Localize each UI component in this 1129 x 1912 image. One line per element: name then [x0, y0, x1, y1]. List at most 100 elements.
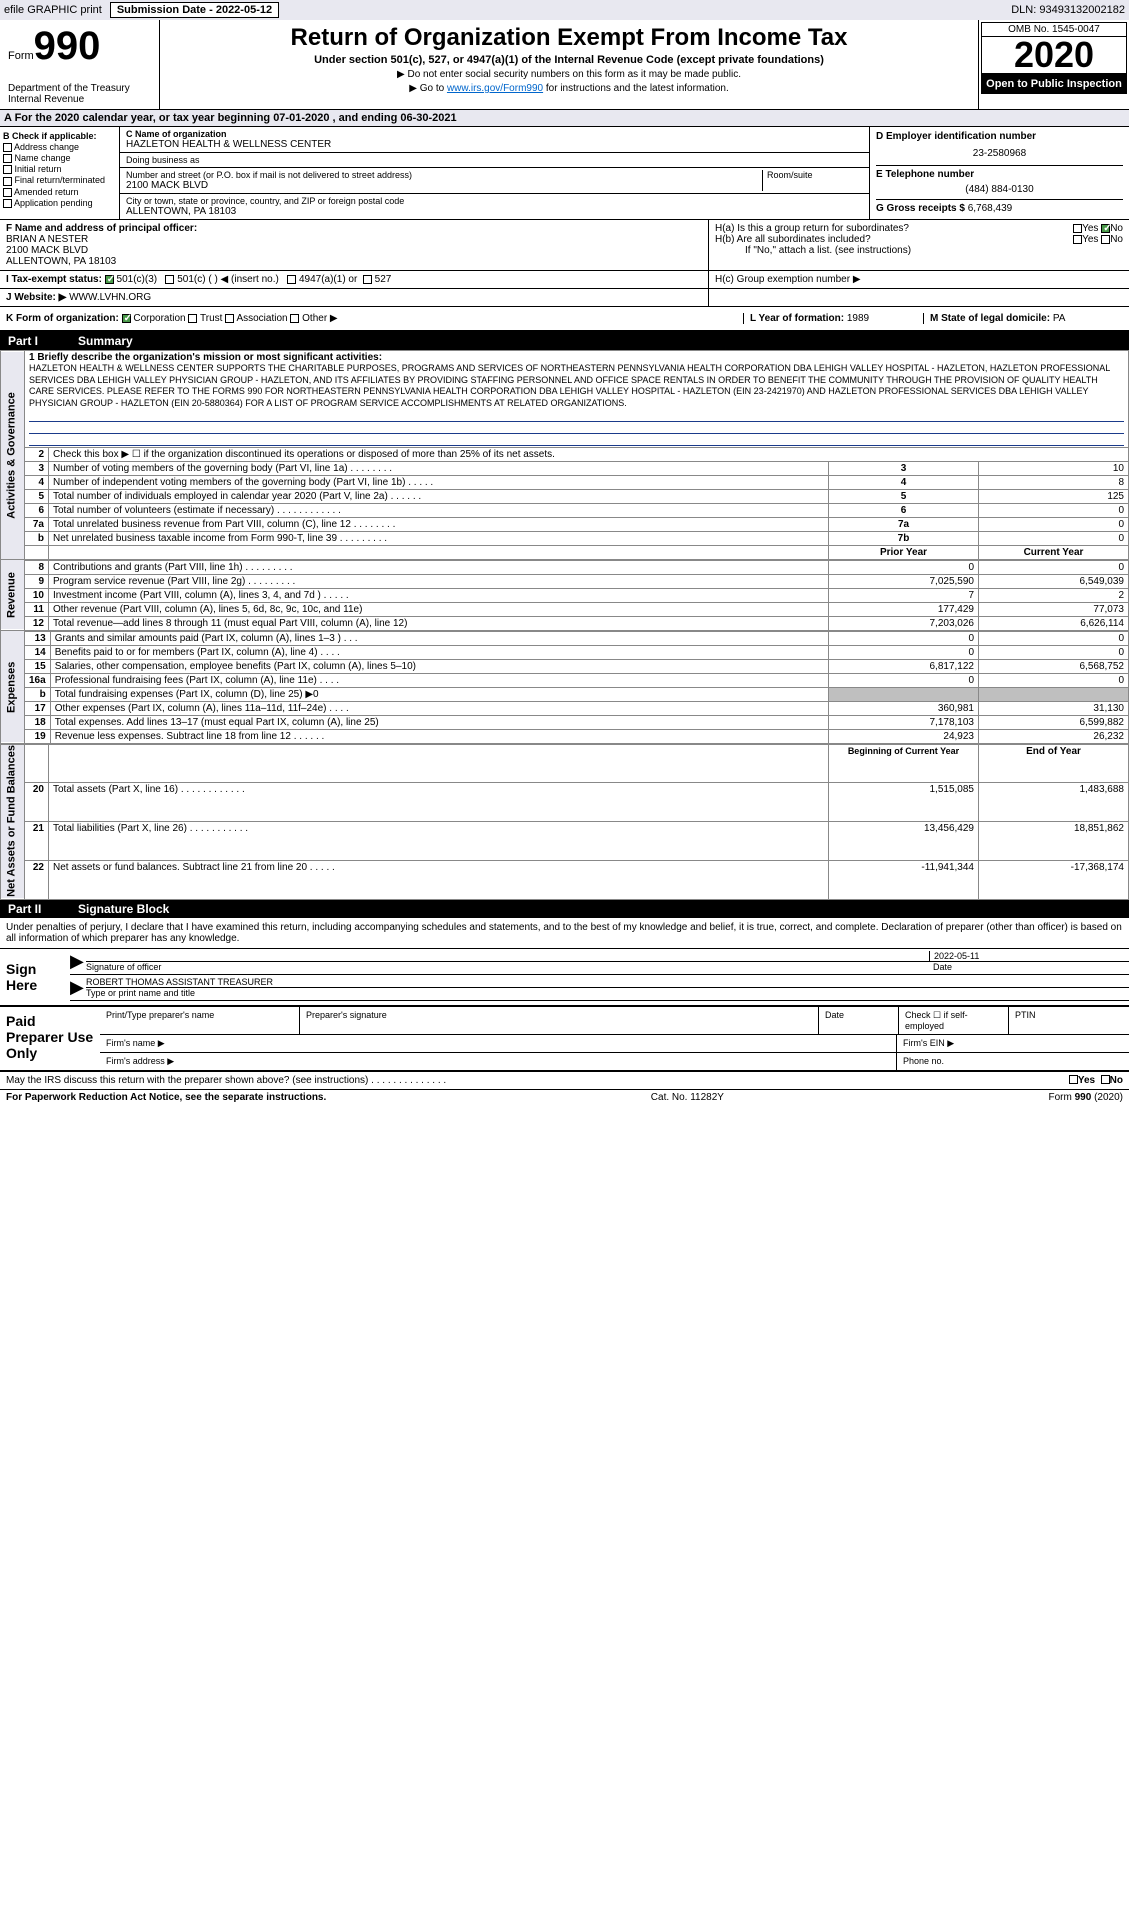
website-value: WWW.LVHN.ORG — [69, 292, 151, 303]
sign-here-label: Sign Here — [0, 949, 70, 1005]
instr2-post: for instructions and the latest informat… — [543, 83, 729, 94]
tax-year: 2020 — [981, 36, 1127, 74]
line-14: 14Benefits paid to or for members (Part … — [1, 645, 1129, 659]
preparer-check-label: Check ☐ if self-employed — [899, 1007, 1009, 1034]
period-line: A For the 2020 calendar year, or tax yea… — [0, 110, 1129, 127]
line-15: 15Salaries, other compensation, employee… — [1, 659, 1129, 673]
year-formation-value: 1989 — [847, 313, 869, 324]
topbar: efile GRAPHIC print Submission Date - 20… — [0, 0, 1129, 20]
part1-title: Summary — [78, 334, 133, 348]
line-10: 10Investment income (Part VIII, column (… — [1, 588, 1129, 602]
sig-officer-label: Signature of officer — [86, 962, 929, 972]
part2-num: Part II — [8, 902, 78, 916]
entity-block: B Check if applicable: Address change Na… — [0, 127, 1129, 220]
firm-addr-label: Firm's address ▶ — [100, 1053, 897, 1070]
summary-table: Activities & Governance 1 Briefly descri… — [0, 350, 1129, 560]
part1-header: Part I Summary — [0, 332, 1129, 350]
ein-label: D Employer identification number — [876, 131, 1036, 142]
cat-no: Cat. No. 11282Y — [651, 1092, 724, 1103]
line-19: 19Revenue less expenses. Subtract line 1… — [1, 729, 1129, 743]
side-expenses: Expenses — [1, 631, 25, 743]
line-16b: bTotal fundraising expenses (Part IX, co… — [1, 687, 1129, 701]
chk-pending: Application pending — [3, 198, 116, 208]
chk-initial: Initial return — [3, 164, 116, 174]
line-21: 21Total liabilities (Part X, line 26) . … — [1, 822, 1129, 861]
line-20: 20Total assets (Part X, line 16) . . . .… — [1, 783, 1129, 822]
side-net-assets: Net Assets or Fund Balances — [1, 744, 25, 899]
line-3: 3Number of voting members of the governi… — [1, 461, 1129, 475]
form-label: Form — [8, 50, 34, 62]
side-governance: Activities & Governance — [1, 351, 25, 560]
line-5: 5Total number of individuals employed in… — [1, 489, 1129, 503]
ha-row: H(a) Is this a group return for subordin… — [715, 223, 1123, 234]
street-label: Number and street (or P.O. box if mail i… — [126, 170, 758, 180]
gross-label: G Gross receipts $ — [876, 203, 965, 214]
c-name-label: C Name of organization — [126, 129, 227, 139]
form-title: Return of Organization Exempt From Incom… — [168, 24, 970, 52]
officer-value: BRIAN A NESTER 2100 MACK BLVD ALLENTOWN,… — [6, 234, 702, 267]
chk-address: Address change — [3, 142, 116, 152]
dept-label: Department of the Treasury Internal Reve… — [8, 83, 151, 105]
rev-header: Prior YearCurrent Year — [1, 545, 1129, 559]
sig-name: ROBERT THOMAS ASSISTANT TREASURER — [86, 977, 1129, 988]
line-17: 17Other expenses (Part IX, column (A), l… — [1, 701, 1129, 715]
arrow-icon: ▶ — [70, 977, 86, 998]
line-6: 6Total number of volunteers (estimate if… — [1, 503, 1129, 517]
mission-text: HAZLETON HEALTH & WELLNESS CENTER SUPPOR… — [29, 363, 1124, 410]
mission-q: 1 Briefly describe the organization's mi… — [29, 352, 1124, 363]
line-11: 11Other revenue (Part VIII, column (A), … — [1, 602, 1129, 616]
signature-intro: Under penalties of perjury, I declare th… — [0, 918, 1129, 949]
street-value: 2100 MACK BLVD — [126, 180, 758, 191]
line-9: 9Program service revenue (Part VIII, lin… — [1, 574, 1129, 588]
checkb-label: B Check if applicable: — [3, 131, 97, 141]
irs-link[interactable]: www.irs.gov/Form990 — [447, 83, 543, 94]
form-number: 990 — [34, 24, 101, 68]
firm-ein-label: Firm's EIN ▶ — [897, 1035, 1129, 1052]
check-if-applicable: B Check if applicable: Address change Na… — [0, 127, 120, 219]
period-text: A For the 2020 calendar year, or tax yea… — [4, 112, 457, 124]
pra-notice: For Paperwork Reduction Act Notice, see … — [6, 1092, 326, 1103]
submission-date-button[interactable]: Submission Date - 2022-05-12 — [110, 2, 279, 18]
state-domicile-value: PA — [1053, 313, 1066, 324]
sig-date: 2022-05-11 — [929, 951, 1129, 961]
line-2: 2Check this box ▶ ☐ if the organization … — [1, 447, 1129, 461]
open-public-badge: Open to Public Inspection — [981, 74, 1127, 94]
sig-date-label: Date — [929, 962, 1129, 972]
hb-row: H(b) Are all subordinates included? Yes … — [715, 234, 1123, 245]
instruction-1: ▶ Do not enter social security numbers o… — [168, 69, 970, 80]
chk-amended: Amended return — [3, 187, 116, 197]
year-formation-label: L Year of formation: — [750, 313, 844, 324]
org-name: HAZLETON HEALTH & WELLNESS CENTER — [126, 139, 863, 150]
chk-final: Final return/terminated — [3, 175, 116, 185]
sig-name-label: Type or print name and title — [86, 988, 1129, 998]
preparer-sig-label: Preparer's signature — [300, 1007, 819, 1034]
website-label: J Website: ▶ — [6, 292, 66, 303]
phone-value: (484) 884-0130 — [876, 184, 1123, 195]
firm-name-label: Firm's name ▶ — [100, 1035, 897, 1052]
line-4: 4Number of independent voting members of… — [1, 475, 1129, 489]
firm-phone-label: Phone no. — [897, 1053, 1129, 1070]
instr2-pre: ▶ Go to — [409, 83, 447, 94]
bottom-line: For Paperwork Reduction Act Notice, see … — [0, 1090, 1129, 1105]
form-org-label: K Form of organization: — [6, 313, 119, 324]
efile-label: efile GRAPHIC print — [4, 4, 102, 16]
discuss-q: May the IRS discuss this return with the… — [6, 1075, 446, 1086]
tax-exempt-label: I Tax-exempt status: — [6, 274, 102, 285]
hb-note: If "No," attach a list. (see instruction… — [715, 245, 1123, 256]
officer-label: F Name and address of principal officer: — [6, 223, 197, 234]
state-domicile-label: M State of legal domicile: — [930, 313, 1050, 324]
side-revenue: Revenue — [1, 560, 25, 630]
dln-label: DLN: 93493132002182 — [1011, 4, 1125, 16]
form-subtitle: Under section 501(c), 527, or 4947(a)(1)… — [168, 54, 970, 66]
part1-num: Part I — [8, 334, 78, 348]
ptin-label: PTIN — [1009, 1007, 1129, 1034]
line-7b: bNet unrelated business taxable income f… — [1, 531, 1129, 545]
line-7a: 7aTotal unrelated business revenue from … — [1, 517, 1129, 531]
line-16a: 16aProfessional fundraising fees (Part I… — [1, 673, 1129, 687]
gross-value: 6,768,439 — [968, 203, 1013, 214]
form-footer: Form 990 (2020) — [1049, 1092, 1124, 1103]
sign-here-block: Sign Here ▶ 2022-05-11 Signature of offi… — [0, 949, 1129, 1007]
hc-row: H(c) Group exemption number ▶ — [709, 271, 1129, 288]
chk-501c3 — [105, 275, 114, 284]
phone-label: E Telephone number — [876, 169, 974, 180]
